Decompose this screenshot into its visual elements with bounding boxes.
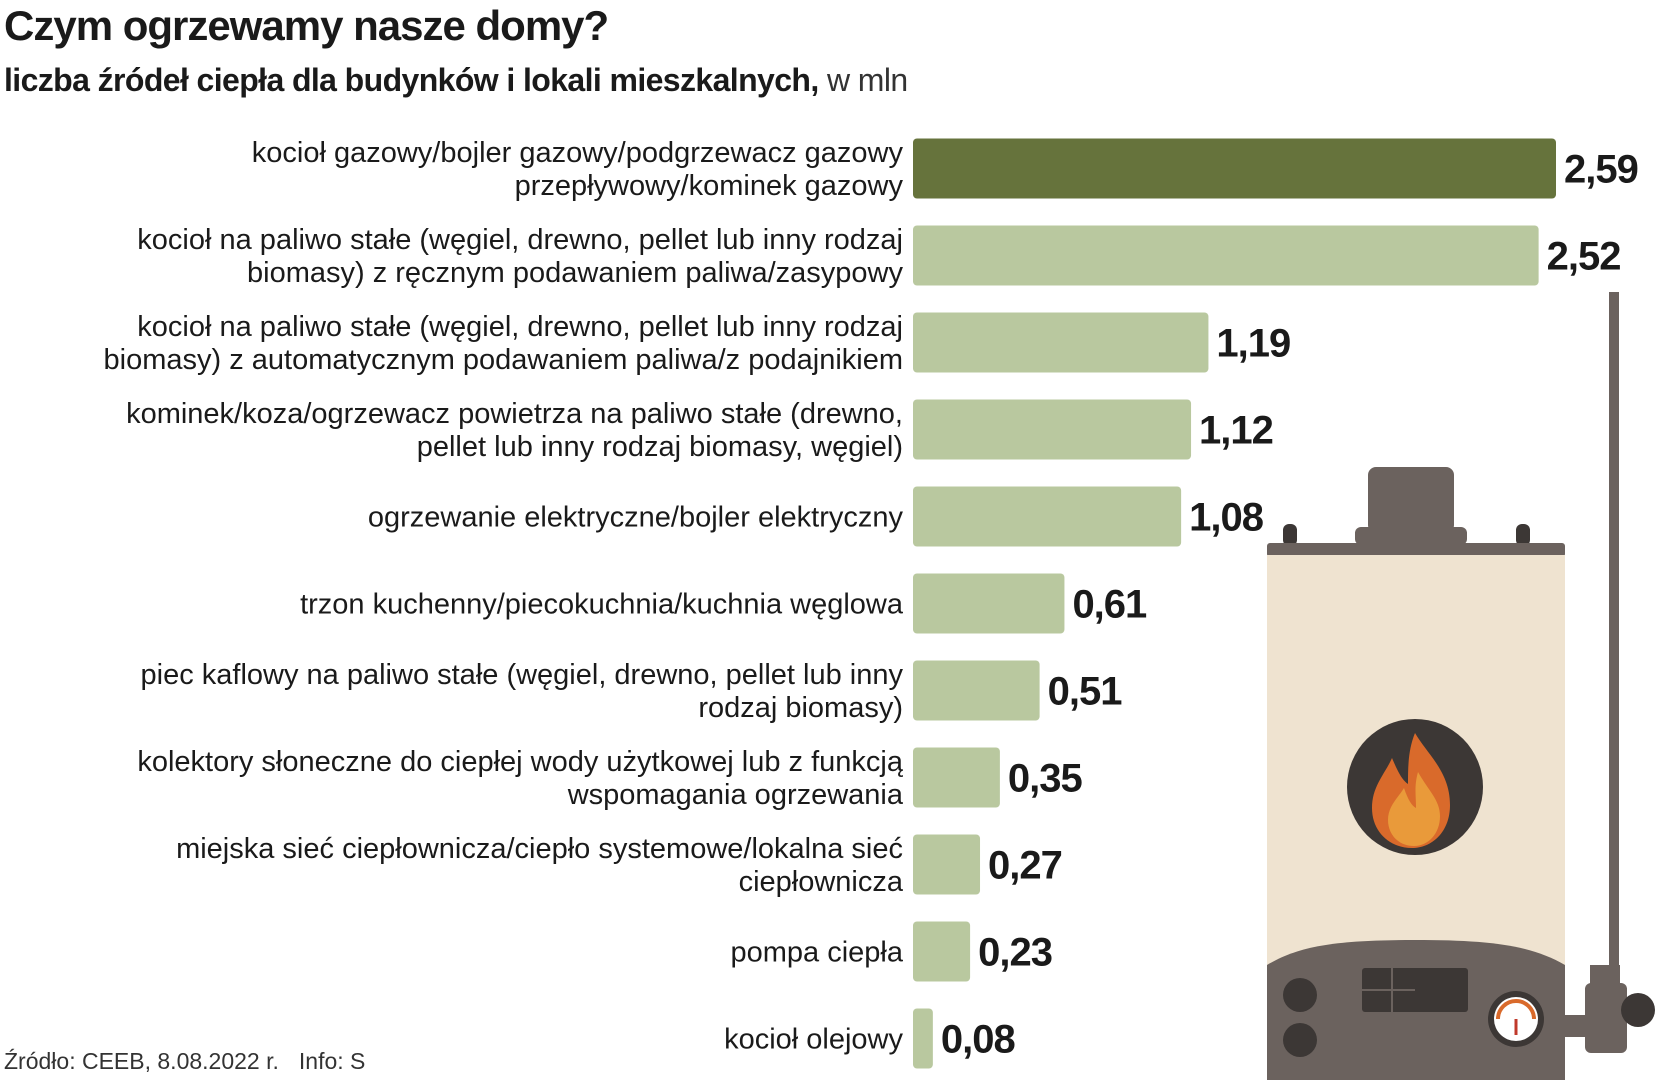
value-label: 0,27 (988, 844, 1062, 888)
category-label-line: ciepłownicza (739, 866, 904, 898)
chart-subtitle: liczba źródeł ciepła dla budynków i loka… (4, 62, 908, 99)
bar (913, 138, 1556, 199)
category-label-line: ogrzewanie elektryczne/bojler elektryczn… (368, 502, 904, 534)
value-label: 2,52 (1547, 235, 1621, 279)
value-label: 2,59 (1564, 148, 1638, 192)
bar (913, 921, 971, 982)
value-label: 0,61 (1072, 583, 1147, 627)
bar (913, 660, 1040, 721)
category-label: kominek/koza/ogrzewacz powietrza na pali… (126, 398, 903, 463)
category-label: miejska sieć ciepłownicza/ciepło systemo… (176, 833, 904, 898)
info-text: Info: S (298, 1048, 366, 1074)
subtitle-unit: w mln (826, 62, 908, 98)
bar (913, 399, 1192, 460)
bar (913, 1008, 933, 1069)
category-label: kolektory słoneczne do ciepłej wody użyt… (137, 746, 904, 811)
category-label: kocioł na paliwo stałe (węgiel, drewno, … (104, 311, 903, 376)
category-labels: kocioł gazowy/bojler gazowy/podgrzewacz … (104, 137, 904, 1056)
bar (913, 747, 1000, 808)
category-label-line: kolektory słoneczne do ciepłej wody użyt… (137, 746, 904, 778)
category-label-line: miejska sieć ciepłownicza/ciepło systemo… (176, 833, 903, 865)
category-label-line: kominek/koza/ogrzewacz powietrza na pali… (126, 398, 903, 430)
category-label-line: pompa ciepła (731, 937, 904, 969)
category-label: ogrzewanie elektryczne/bojler elektryczn… (368, 502, 904, 534)
value-label: 1,19 (1216, 322, 1290, 366)
category-label: kocioł olejowy (724, 1024, 903, 1056)
category-label-line: kocioł olejowy (724, 1024, 903, 1056)
category-label: kocioł gazowy/bojler gazowy/podgrzewacz … (252, 137, 904, 202)
category-label-line: biomasy) z ręcznym podawaniem paliwa/zas… (247, 257, 903, 289)
gas-boiler-icon (1267, 292, 1655, 1080)
category-label-line: kocioł na paliwo stałe (węgiel, drewno, … (137, 224, 903, 256)
category-label-line: kocioł gazowy/bojler gazowy/podgrzewacz … (252, 137, 904, 169)
category-label-line: trzon kuchenny/piecokuchnia/kuchnia węgl… (300, 589, 904, 621)
bar (913, 486, 1182, 547)
category-label-line: wspomagania ogrzewania (567, 779, 904, 811)
category-label: piec kaflowy na paliwo stałe (węgiel, dr… (141, 659, 904, 724)
chart-title: Czym ogrzewamy nasze domy? (4, 2, 609, 49)
value-label: 0,23 (978, 931, 1052, 975)
category-label-line: rodzaj biomasy) (698, 692, 903, 724)
value-label: 0,08 (941, 1018, 1016, 1062)
bars-layer (913, 138, 1556, 1069)
category-label: trzon kuchenny/piecokuchnia/kuchnia węgl… (300, 589, 904, 621)
category-label: pompa ciepła (731, 937, 904, 969)
category-label-line: przepływowy/kominek gazowy (515, 170, 904, 202)
category-label-line: pellet lub inny rodzaj biomasy, węgiel) (417, 431, 903, 463)
category-label-line: kocioł na paliwo stałe (węgiel, drewno, … (137, 311, 903, 343)
source-text: Źródło: CEEB, 8.08.2022 r. (4, 1048, 279, 1074)
bar (913, 573, 1065, 634)
value-label: 1,12 (1199, 409, 1273, 453)
value-labels: 2,59 2,52 1,19 1,12 1,08 0,61 0,51 0,35 0,27 0,23… (941, 148, 1639, 1062)
category-label: kocioł na paliwo stałe (węgiel, drewno, … (137, 224, 903, 289)
category-label-line: biomasy) z automatycznym podawaniem pali… (104, 344, 903, 376)
bar (913, 834, 981, 895)
source-note: Źródło: CEEB, 8.08.2022 r. Info: S (4, 1048, 365, 1075)
value-label: 0,51 (1048, 670, 1123, 714)
value-label: 1,08 (1189, 496, 1264, 540)
bar (913, 225, 1539, 286)
value-label: 0,35 (1008, 757, 1083, 801)
bar (913, 312, 1209, 373)
category-label-line: piec kaflowy na paliwo stałe (węgiel, dr… (141, 659, 904, 691)
subtitle-main: liczba źródeł ciepła dla budynków i loka… (4, 62, 819, 98)
